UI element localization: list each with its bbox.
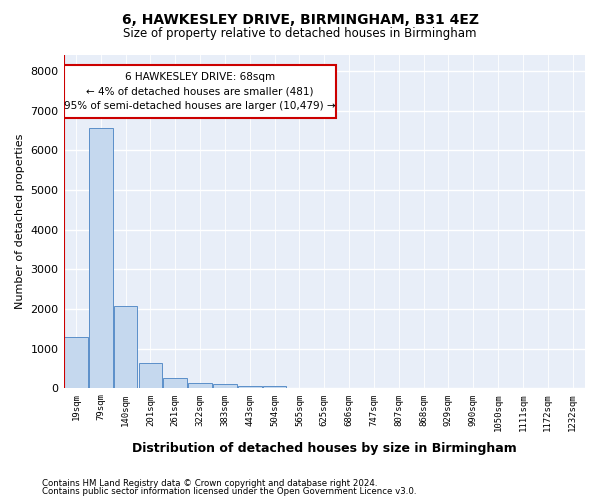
FancyBboxPatch shape	[64, 65, 336, 118]
Text: 6 HAWKESLEY DRIVE: 68sqm: 6 HAWKESLEY DRIVE: 68sqm	[125, 72, 275, 82]
X-axis label: Distribution of detached houses by size in Birmingham: Distribution of detached houses by size …	[132, 442, 517, 455]
Bar	[188, 383, 212, 388]
Text: Contains HM Land Registry data © Crown copyright and database right 2024.: Contains HM Land Registry data © Crown c…	[42, 478, 377, 488]
Bar	[263, 386, 286, 388]
Bar	[139, 362, 162, 388]
Bar	[89, 128, 113, 388]
Bar	[213, 384, 237, 388]
Y-axis label: Number of detached properties: Number of detached properties	[15, 134, 25, 310]
Bar	[64, 337, 88, 388]
Bar	[238, 386, 262, 388]
Text: ← 4% of detached houses are smaller (481): ← 4% of detached houses are smaller (481…	[86, 86, 314, 97]
Text: 6, HAWKESLEY DRIVE, BIRMINGHAM, B31 4EZ: 6, HAWKESLEY DRIVE, BIRMINGHAM, B31 4EZ	[121, 12, 479, 26]
Text: Contains public sector information licensed under the Open Government Licence v3: Contains public sector information licen…	[42, 487, 416, 496]
Text: Size of property relative to detached houses in Birmingham: Size of property relative to detached ho…	[123, 28, 477, 40]
Bar	[114, 306, 137, 388]
Bar	[163, 378, 187, 388]
Text: 95% of semi-detached houses are larger (10,479) →: 95% of semi-detached houses are larger (…	[64, 100, 336, 110]
